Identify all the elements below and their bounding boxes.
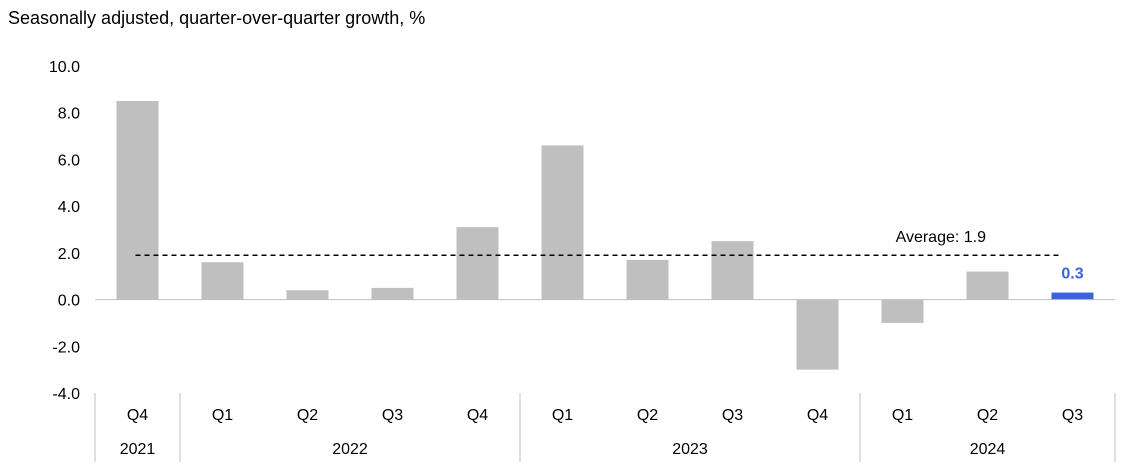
x-tick-label: Q4 — [807, 407, 828, 424]
x-tick-label: Q3 — [722, 407, 743, 424]
x-group-label: 2021 — [120, 441, 156, 458]
y-tick-label: -4.0 — [52, 386, 80, 403]
bar — [966, 271, 1009, 300]
bar — [116, 101, 159, 300]
x-tick-label: Q1 — [892, 407, 913, 424]
x-tick-label: Q3 — [1062, 407, 1083, 424]
x-group-label: 2022 — [332, 441, 368, 458]
y-tick-label: 6.0 — [58, 152, 80, 169]
bar — [286, 290, 329, 300]
x-group-label: 2024 — [970, 441, 1006, 458]
x-tick-label: Q4 — [127, 407, 148, 424]
x-group-label: 2023 — [672, 441, 708, 458]
bar — [201, 262, 244, 300]
y-tick-label: 10.0 — [49, 59, 80, 76]
bars — [116, 101, 1094, 370]
highlight-bar — [1051, 292, 1094, 300]
y-tick-label: 2.0 — [58, 246, 80, 263]
x-axis: Q4 Q1 Q2 Q3 Q4 Q1 Q2 Q3 Q4 Q1 Q2 Q3 2021 2022 2023 2024 — [94, 393, 1116, 462]
x-tick-label: Q4 — [467, 407, 488, 424]
average-label: Average: 1.9 — [896, 229, 987, 246]
bar — [796, 299, 839, 370]
bar — [541, 145, 584, 300]
y-tick-label: 4.0 — [58, 199, 80, 216]
bar — [456, 227, 499, 300]
x-tick-label: Q2 — [637, 407, 658, 424]
y-tick-label: 8.0 — [58, 106, 80, 123]
bar — [711, 241, 754, 300]
bar — [371, 287, 414, 300]
x-tick-label: Q1 — [212, 407, 233, 424]
y-axis-labels: 10.0 8.0 6.0 4.0 2.0 0.0 -2.0 -4.0 — [49, 59, 80, 403]
bar — [626, 259, 669, 300]
average-line-group: Average: 1.9 0.3 — [135, 229, 1084, 283]
chart-title: Seasonally adjusted, quarter-over-quarte… — [8, 8, 426, 28]
y-tick-label: -2.0 — [52, 339, 80, 356]
bar — [881, 299, 924, 323]
y-tick-label: 0.0 — [58, 293, 80, 310]
x-tick-label: Q1 — [552, 407, 573, 424]
x-tick-label: Q2 — [297, 407, 318, 424]
x-tick-label: Q3 — [382, 407, 403, 424]
highlight-data-label: 0.3 — [1061, 266, 1083, 283]
x-tick-label: Q2 — [977, 407, 998, 424]
